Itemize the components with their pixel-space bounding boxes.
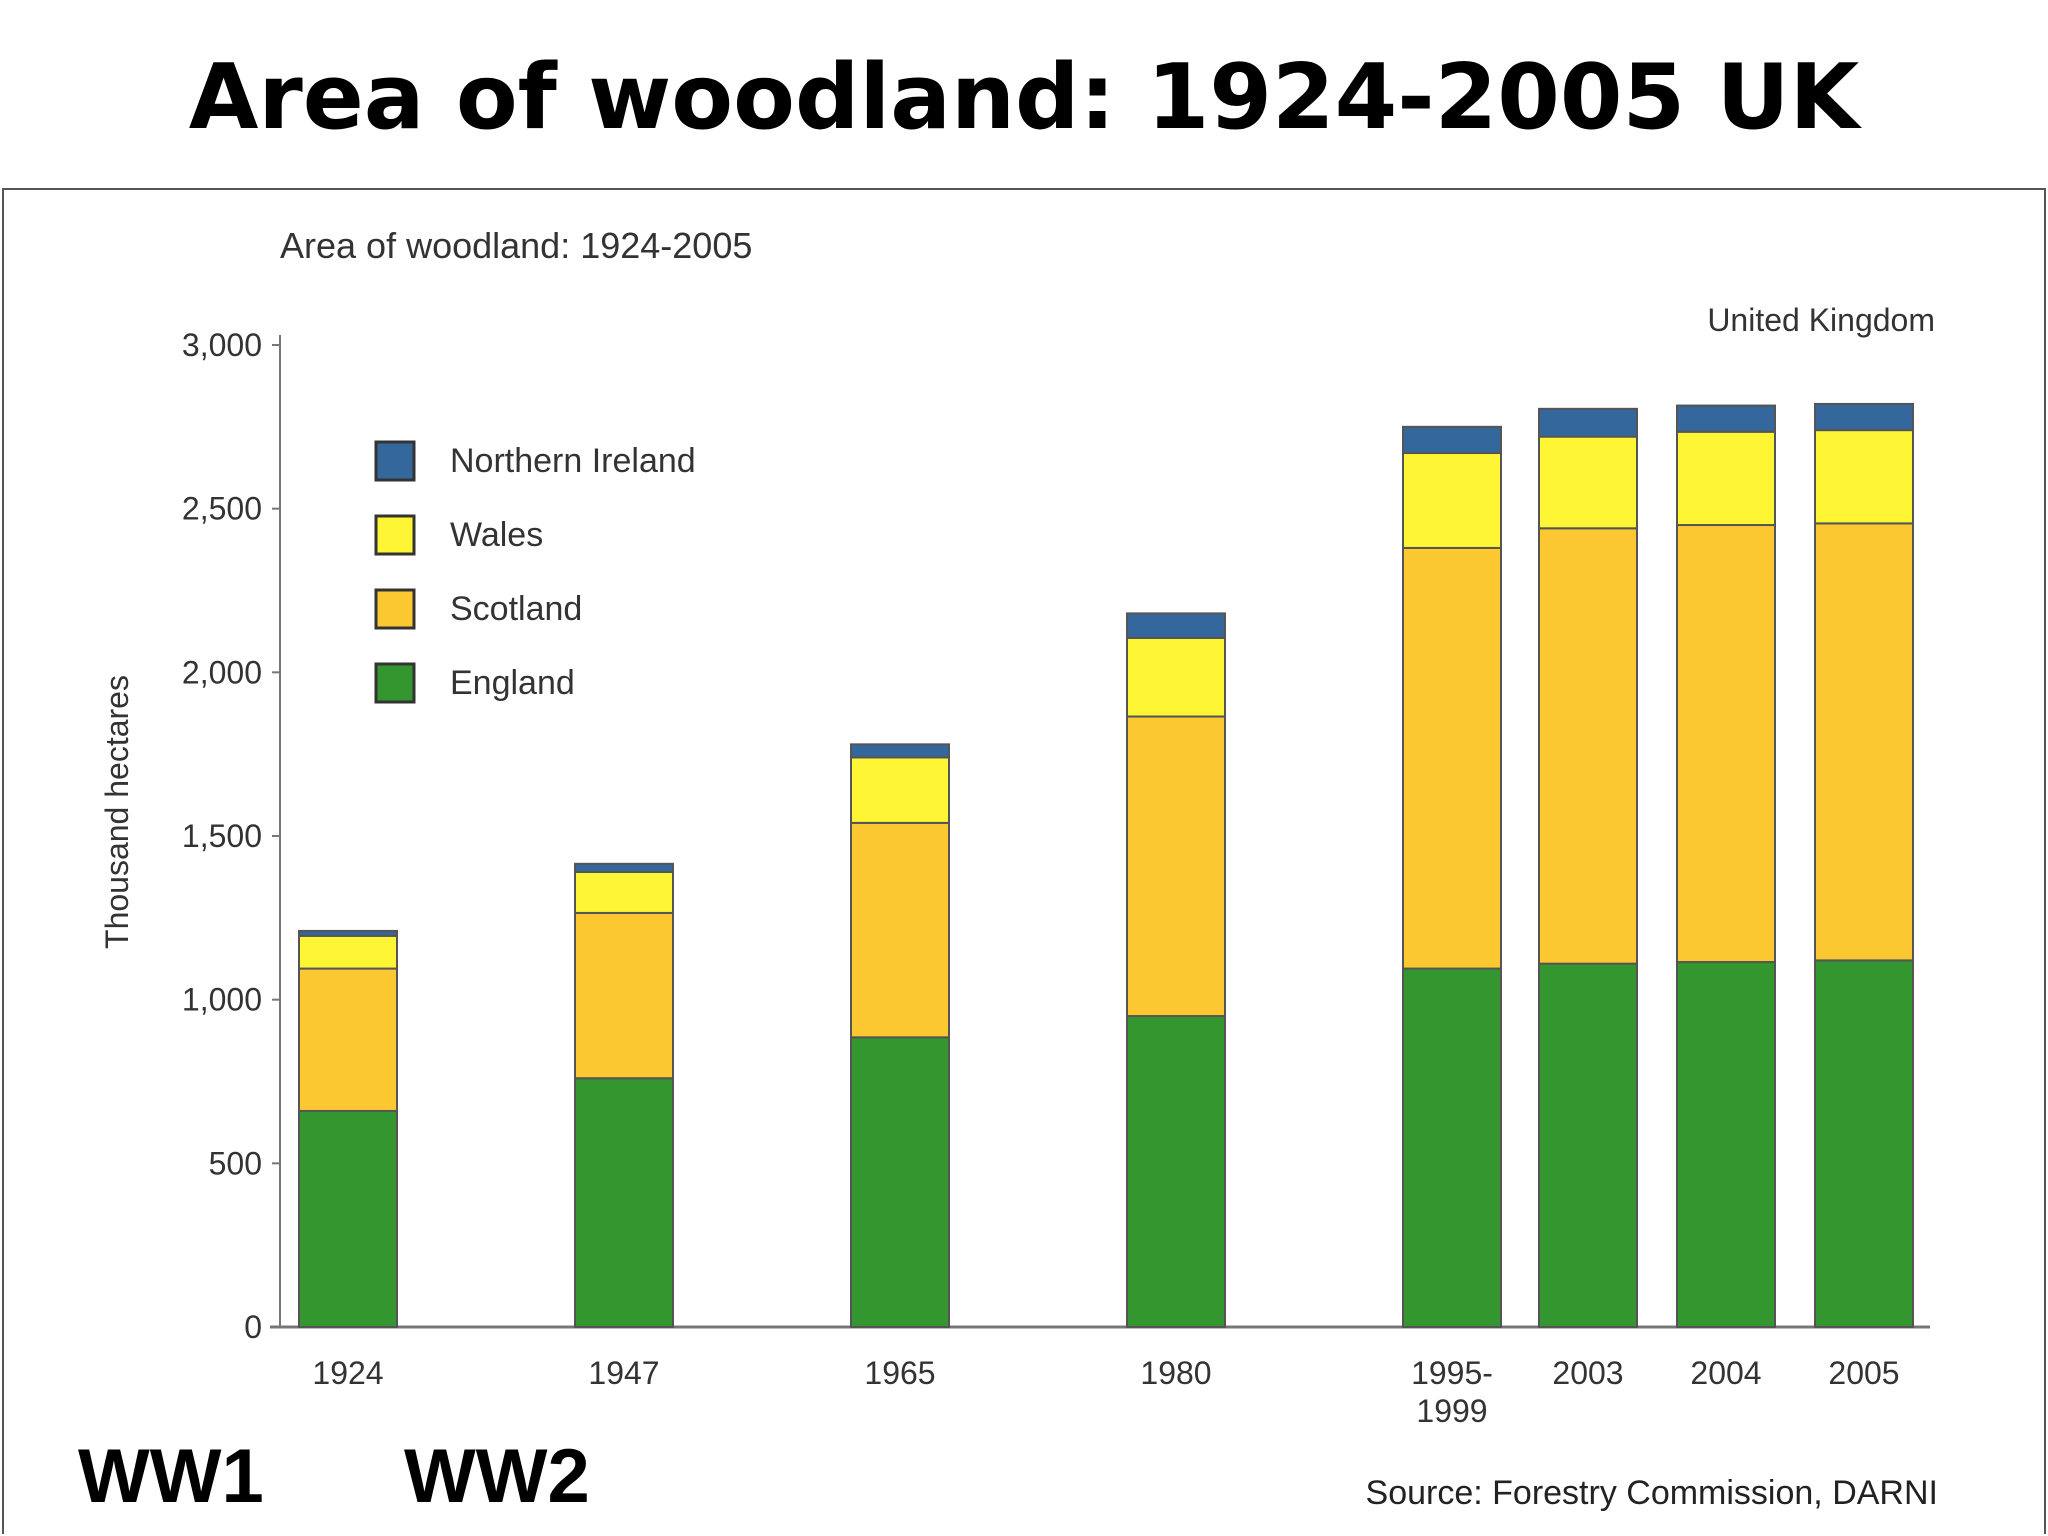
source-note: Source: Forestry Commission, DARNI	[1365, 1474, 1938, 1512]
bar-segment-scotland	[1538, 527, 1638, 965]
y-axis-label: Thousand hectares	[99, 675, 135, 949]
chart-frame	[2, 188, 2046, 1534]
x-tick-label: 2005	[1828, 1355, 1899, 1391]
legend-swatch-scotland	[374, 588, 416, 630]
y-tick-label: 3,000	[182, 327, 262, 363]
y-tick-label: 500	[209, 1145, 262, 1181]
legend: Northern Ireland Wales Scotland England	[374, 440, 696, 704]
bar-segment-england	[1676, 961, 1776, 1328]
x-tick-label: 1965	[864, 1355, 935, 1391]
bar-segment-england	[574, 1077, 674, 1329]
bar-segment-wales	[1814, 429, 1914, 525]
legend-label-england: England	[450, 664, 575, 702]
y-tick-label: 1,000	[182, 982, 262, 1018]
y-tick-label: 2,500	[182, 491, 262, 527]
legend-swatch-northern-ireland	[374, 440, 416, 482]
bar-segment-england	[1814, 959, 1914, 1328]
bar-segment-northern-ireland	[1402, 425, 1502, 455]
bar-segment-scotland	[1814, 522, 1914, 962]
ww2-annotation: WW2	[404, 1434, 590, 1519]
ww1-annotation: WW1	[78, 1434, 264, 1519]
bar-segment-wales	[1676, 430, 1776, 527]
bar-segment-scotland	[1126, 715, 1226, 1018]
plot-area: 0 500 1,000 1,500 2,000 2,500 3,000 1924 1947 196…	[182, 327, 1930, 1429]
bar-segment-northern-ireland	[298, 929, 398, 937]
x-tick-label: 1995-1999	[1411, 1355, 1493, 1429]
legend-label-wales: Wales	[450, 516, 543, 554]
bar-segment-england	[1402, 967, 1502, 1328]
bar-segment-wales	[1126, 636, 1226, 718]
bar-segment-wales	[298, 934, 398, 970]
bar-segment-northern-ireland	[574, 862, 674, 874]
x-tick-label: 1947	[588, 1355, 659, 1391]
bar-segment-england	[1538, 962, 1638, 1328]
bar-segment-scotland	[1402, 546, 1502, 970]
bar-segment-wales	[1402, 452, 1502, 549]
bar-segment-wales	[850, 756, 950, 824]
x-tick-label: 1924	[312, 1355, 383, 1391]
bar-segment-northern-ireland	[1538, 407, 1638, 438]
bar-segment-northern-ireland	[1814, 402, 1914, 432]
bar-segment-scotland	[850, 821, 950, 1039]
legend-swatch-wales	[374, 514, 416, 556]
slide-title: Area of woodland: 1924-2005 UK	[188, 45, 1860, 150]
y-tick-label: 2,000	[182, 654, 262, 690]
x-tick-label: 2003	[1552, 1355, 1623, 1391]
chart-title: Area of woodland: 1924-2005	[280, 225, 752, 266]
bar-segment-england	[850, 1036, 950, 1329]
bar-segment-northern-ireland	[850, 743, 950, 759]
bar-segment-wales	[574, 871, 674, 914]
legend-swatch-england	[374, 662, 416, 704]
x-tick-label: 2004	[1690, 1355, 1761, 1391]
x-tick-label: 1980	[1140, 1355, 1211, 1391]
y-tick-label: 1,500	[182, 818, 262, 854]
bar-segment-scotland	[574, 911, 674, 1080]
chart-subtitle: United Kingdom	[1707, 302, 1935, 338]
legend-label-scotland: Scotland	[450, 590, 582, 628]
legend-label-northern-ireland: Northern Ireland	[450, 442, 696, 480]
y-tick-label: 0	[244, 1309, 262, 1345]
bar-segment-northern-ireland	[1126, 612, 1226, 639]
bar-segment-wales	[1538, 435, 1638, 530]
bar-segment-england	[1126, 1015, 1226, 1328]
bar-segment-scotland	[298, 967, 398, 1112]
bar-segment-scotland	[1676, 524, 1776, 964]
bar-segment-england	[298, 1109, 398, 1328]
bar-segment-northern-ireland	[1676, 404, 1776, 433]
